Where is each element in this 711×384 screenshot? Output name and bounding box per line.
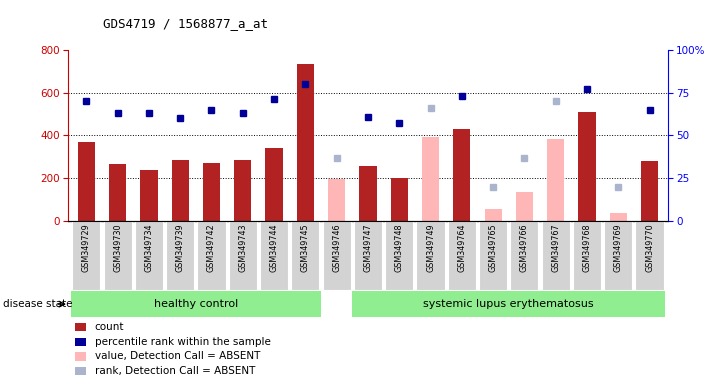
Bar xyxy=(166,221,194,290)
Bar xyxy=(296,64,314,221)
Text: GSM349730: GSM349730 xyxy=(113,223,122,272)
Bar xyxy=(573,221,601,290)
Text: GSM349768: GSM349768 xyxy=(582,223,592,272)
Bar xyxy=(229,221,257,290)
Text: rank, Detection Call = ABSENT: rank, Detection Call = ABSENT xyxy=(95,366,255,376)
Text: GSM349765: GSM349765 xyxy=(488,223,498,272)
Text: healthy control: healthy control xyxy=(154,299,238,309)
Bar xyxy=(479,221,507,290)
Bar xyxy=(260,221,288,290)
Text: GSM349764: GSM349764 xyxy=(457,223,466,272)
Text: count: count xyxy=(95,322,124,332)
Bar xyxy=(73,221,100,290)
Bar xyxy=(359,166,377,221)
Text: GSM349746: GSM349746 xyxy=(332,223,341,272)
Bar xyxy=(203,163,220,221)
Text: GSM349769: GSM349769 xyxy=(614,223,623,272)
Bar xyxy=(515,192,533,221)
Bar xyxy=(510,221,538,290)
Text: GSM349770: GSM349770 xyxy=(645,223,654,272)
Bar xyxy=(135,221,163,290)
Bar xyxy=(328,179,346,221)
Text: GSM349767: GSM349767 xyxy=(551,223,560,272)
Bar xyxy=(385,221,413,290)
Text: GDS4719 / 1568877_a_at: GDS4719 / 1568877_a_at xyxy=(103,17,268,30)
Bar xyxy=(198,221,225,290)
Bar xyxy=(417,221,444,290)
Text: GSM349729: GSM349729 xyxy=(82,223,91,272)
Text: GSM349766: GSM349766 xyxy=(520,223,529,272)
Bar xyxy=(323,221,351,290)
Bar xyxy=(109,164,127,221)
Text: percentile rank within the sample: percentile rank within the sample xyxy=(95,337,270,347)
Text: value, Detection Call = ABSENT: value, Detection Call = ABSENT xyxy=(95,351,260,361)
Bar xyxy=(604,221,632,290)
Bar xyxy=(390,178,408,221)
Text: disease state: disease state xyxy=(3,299,73,309)
Text: GSM349734: GSM349734 xyxy=(144,223,154,272)
Text: GSM349744: GSM349744 xyxy=(269,223,279,272)
Text: GSM349745: GSM349745 xyxy=(301,223,310,272)
Bar xyxy=(104,221,132,290)
Text: GSM349747: GSM349747 xyxy=(363,223,373,272)
Bar xyxy=(484,209,502,221)
Bar xyxy=(354,221,382,290)
Bar xyxy=(70,291,321,317)
Bar xyxy=(641,161,658,221)
Bar xyxy=(547,139,565,221)
Bar xyxy=(234,161,252,221)
Text: GSM349739: GSM349739 xyxy=(176,223,185,272)
Text: GSM349749: GSM349749 xyxy=(426,223,435,272)
Text: systemic lupus erythematosus: systemic lupus erythematosus xyxy=(424,299,594,309)
Text: GSM349743: GSM349743 xyxy=(238,223,247,272)
Bar xyxy=(265,148,283,221)
Bar xyxy=(453,129,471,221)
Bar xyxy=(292,221,319,290)
Text: GSM349742: GSM349742 xyxy=(207,223,216,272)
Bar xyxy=(422,137,439,221)
Text: GSM349748: GSM349748 xyxy=(395,223,404,272)
Bar xyxy=(636,221,663,290)
Bar xyxy=(171,161,189,221)
Bar xyxy=(542,221,570,290)
Bar xyxy=(77,142,95,221)
Bar xyxy=(140,170,158,221)
Bar xyxy=(609,214,627,221)
Bar xyxy=(352,291,665,317)
Bar xyxy=(448,221,476,290)
Bar xyxy=(578,112,596,221)
